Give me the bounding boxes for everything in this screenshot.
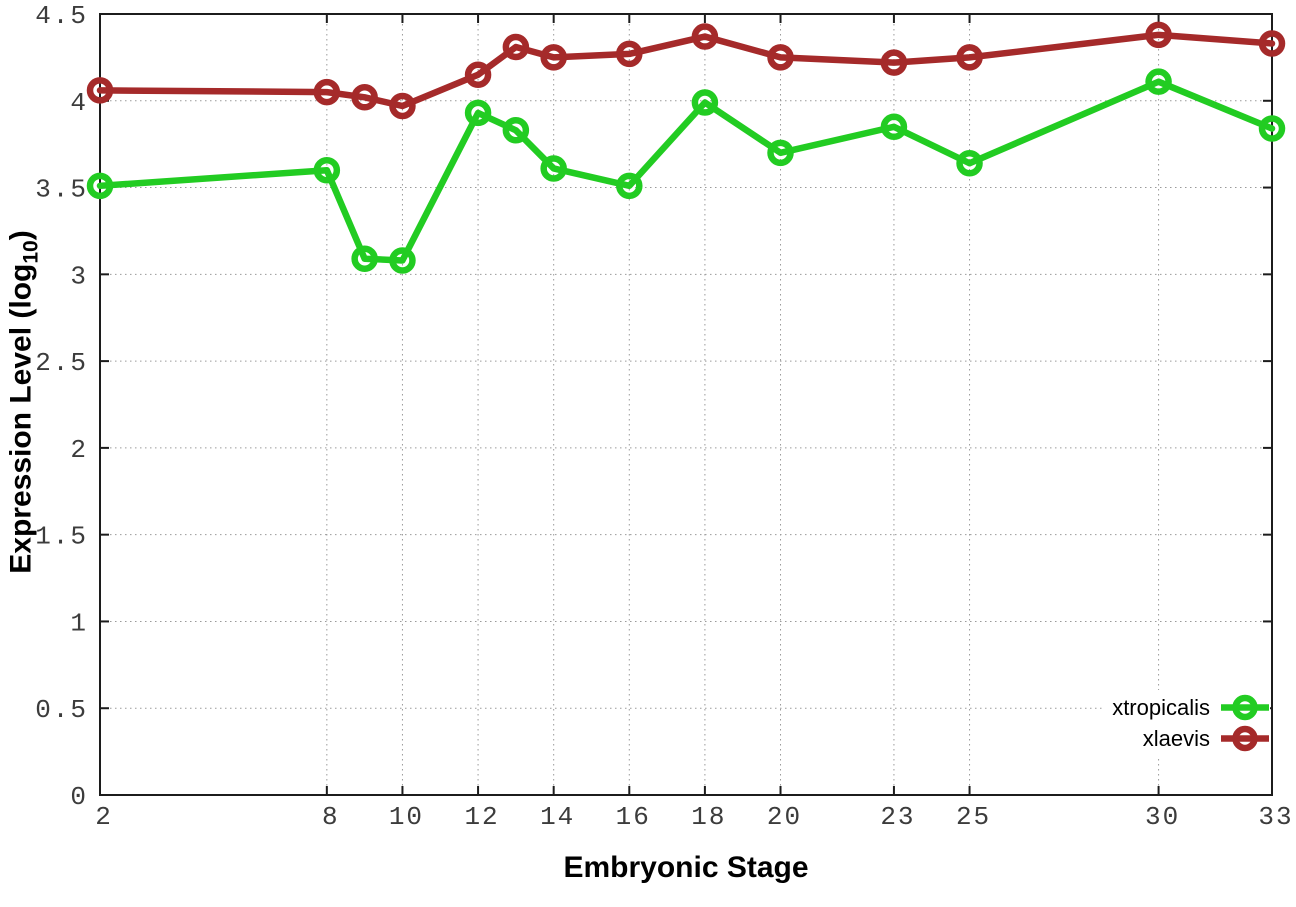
data-point [502,117,530,144]
data-point [956,150,983,177]
x-tick-label: 20 [767,802,802,832]
x-tick-label: 10 [389,802,424,832]
legend: xtropicalis xlaevis [1104,690,1270,756]
plot-border [99,13,1273,796]
data-point [351,84,378,111]
y-tick-label: 3.5 [35,175,88,205]
data-point [86,172,114,200]
data-point [313,156,341,184]
data-point [313,78,341,106]
data-point [540,155,567,182]
y-tick-label: 1.5 [35,522,88,552]
y-tick-label: 0 [70,782,88,812]
x-tick-label: 16 [616,802,651,832]
x-tick-label: 23 [880,802,915,832]
data-point [956,44,983,71]
y-tick-label: 0.5 [35,695,88,725]
x-tick-label: 8 [322,802,340,832]
data-point [464,61,492,88]
y-tick-label: 3 [70,261,88,291]
data-point [1145,21,1172,49]
x-tick-label: 25 [956,802,991,832]
y-tick-label: 2.5 [35,348,88,378]
x-tick-label: 18 [691,802,726,832]
data-point [389,92,416,120]
y-tick-label: 2 [70,435,88,465]
data-point [880,113,908,141]
x-tick-label: 33 [1258,802,1293,832]
data-point [540,44,567,71]
y-axis-label: Expression Level (log10) [5,230,44,573]
data-point [464,99,492,127]
x-tick-label: 14 [540,802,575,832]
series-line [96,31,1276,110]
data-point [616,172,643,200]
y-axis-label-suffix: ) [4,230,38,241]
data-point [616,40,643,68]
x-tick-label: 2 [95,802,113,832]
data-point [86,77,114,104]
data-point [767,44,794,71]
data-point [767,139,794,167]
series-marker-icon [1221,725,1269,752]
data-point [389,247,416,274]
data-point [1258,30,1286,57]
series-marker-icon [1221,694,1269,721]
data-point [351,245,378,272]
data-point [502,33,530,61]
y-tick-label: 4.5 [35,1,88,31]
data-point [880,49,908,76]
series-line [96,78,1276,264]
legend-item: xtropicalis [1112,692,1270,723]
legend-label: xtropicalis [1112,694,1210,720]
legend-item: xlaevis [1112,723,1270,754]
data-point [1145,68,1172,95]
data-point [1258,115,1286,142]
x-axis-label: Embryonic Stage [563,851,809,884]
y-tick-label: 1 [70,608,88,638]
legend-label: xlaevis [1142,725,1210,751]
x-tick-label: 30 [1145,802,1180,832]
data-point [691,23,719,50]
y-tick-label: 4 [70,88,88,118]
y-axis-label-text: Expression Level (log [4,263,38,574]
x-tick-label: 12 [464,802,499,832]
y-axis-label-subscript: 10 [19,240,43,264]
data-point [691,89,719,116]
